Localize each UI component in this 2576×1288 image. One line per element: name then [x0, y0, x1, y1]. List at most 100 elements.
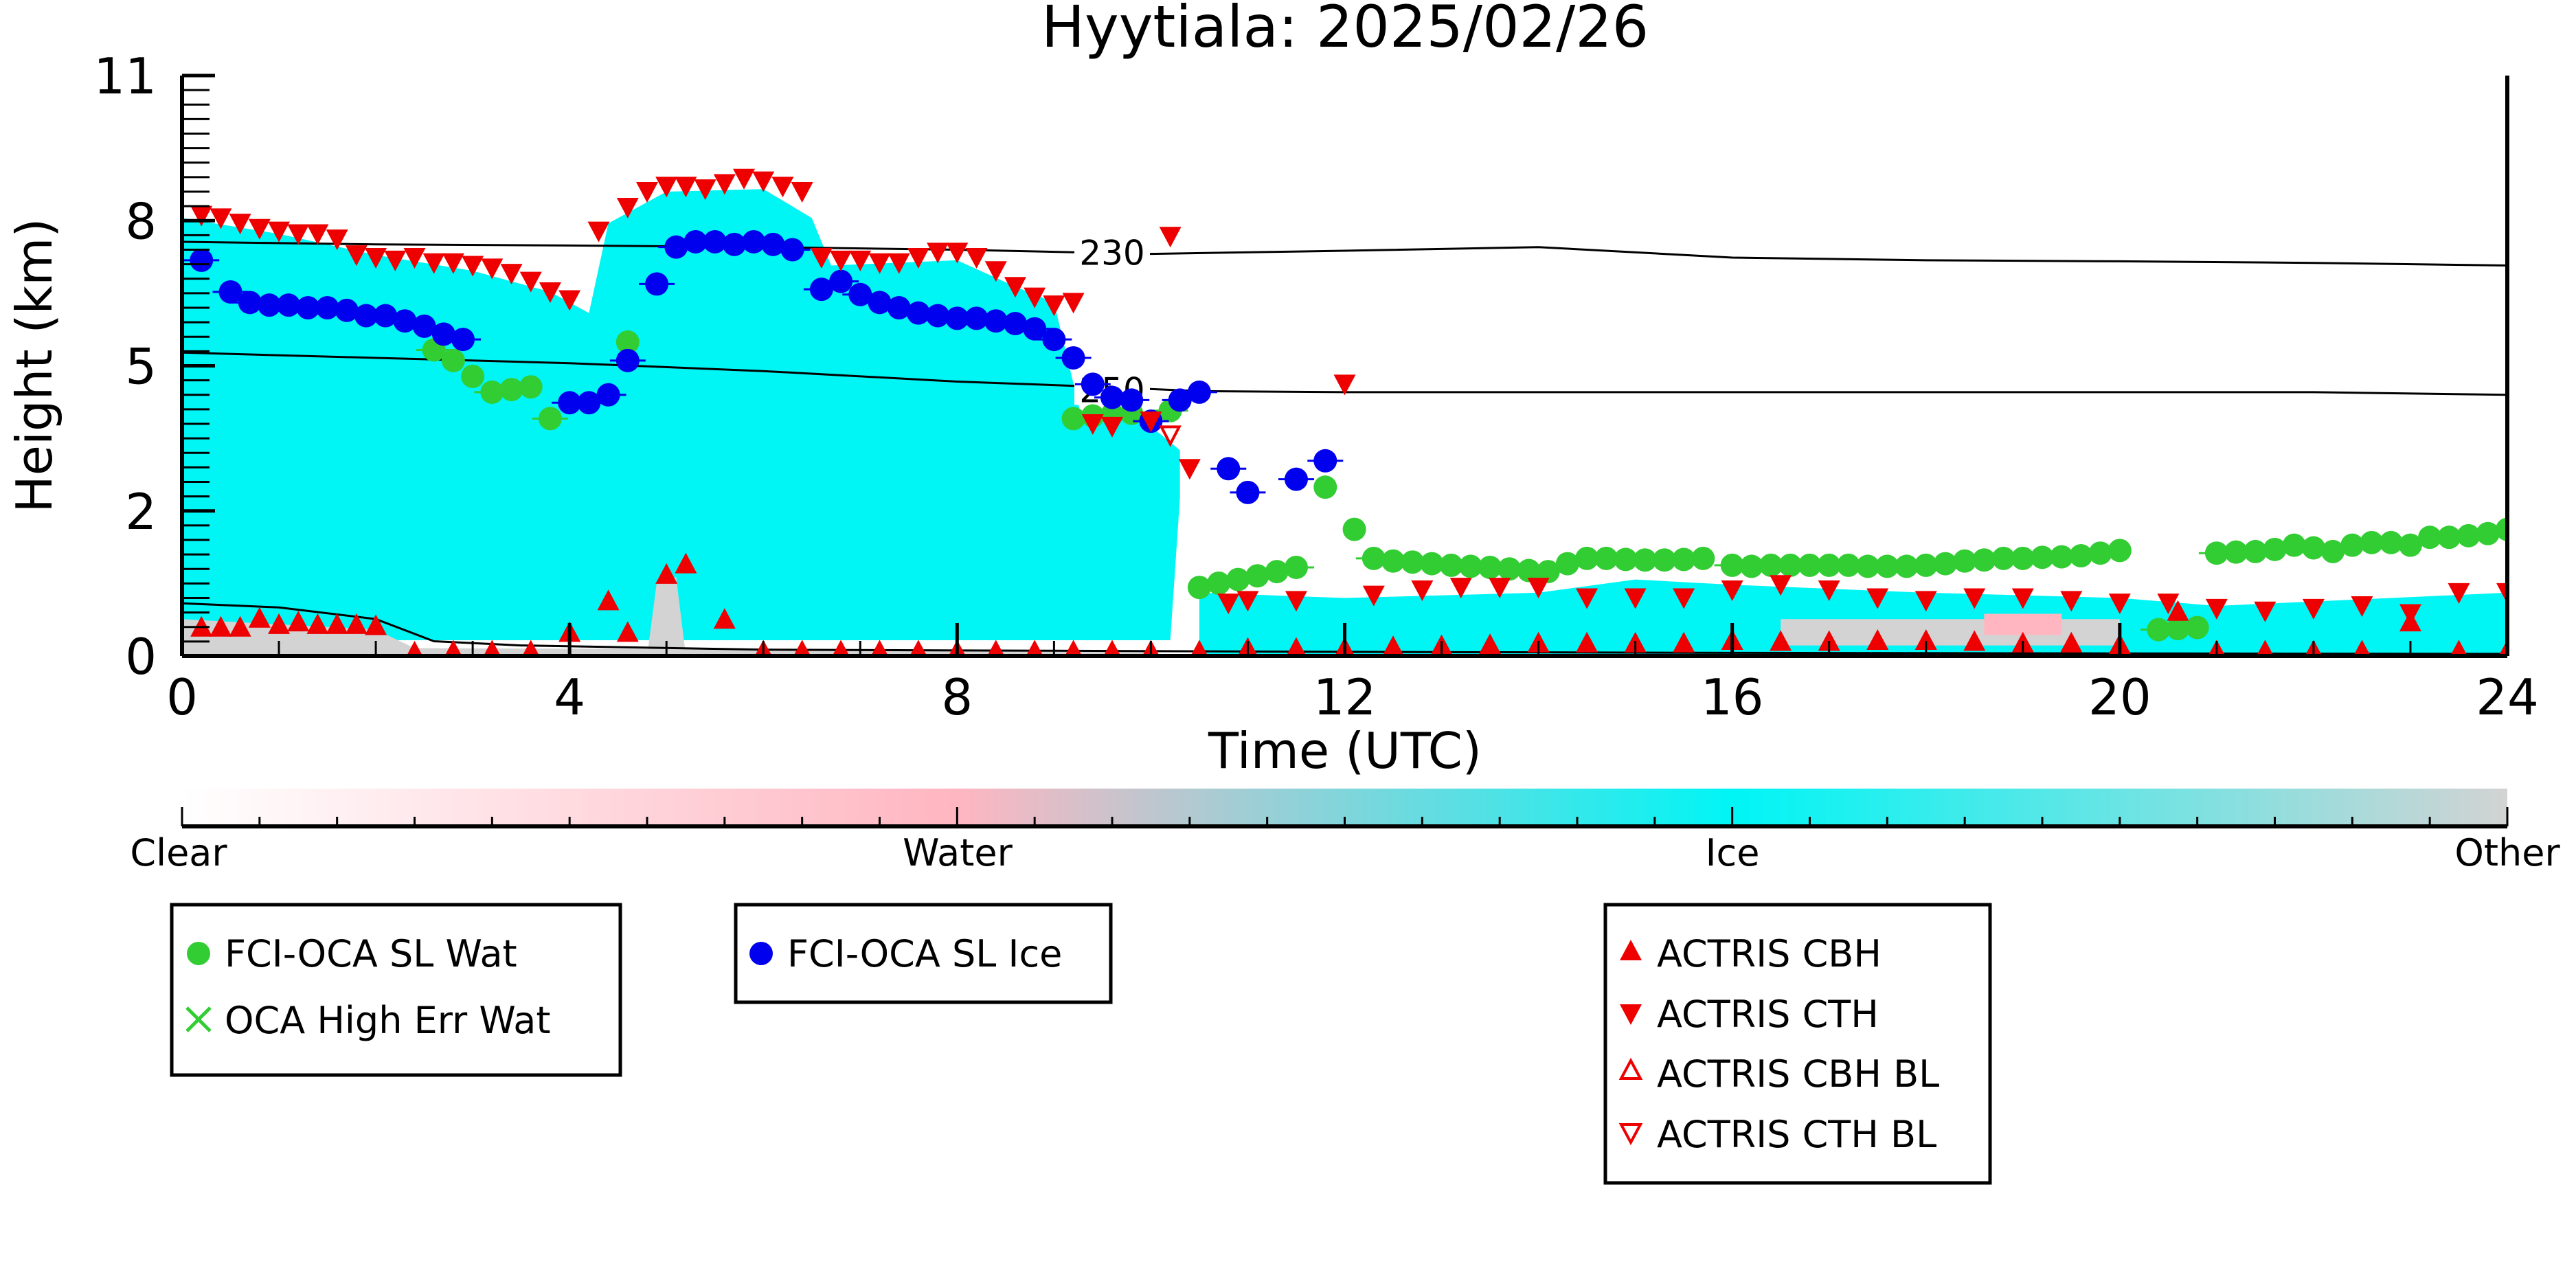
marker-actris-cbh-28 [1064, 640, 1083, 656]
marker-fci-oca-sl-wat-72 [2379, 530, 2403, 554]
marker-fci-oca-sl-wat-32 [1575, 546, 1599, 570]
marker-fci-oca-sl-wat-13 [1187, 576, 1211, 600]
marker-actris-cbh-43 [1770, 630, 1792, 651]
marker-actris-cbh-11 [444, 640, 462, 656]
marker-actris-cth-51 [1236, 591, 1259, 612]
x-ticks: 0 4 8 12 16 20 24 [166, 623, 2539, 726]
marker-actris-cth-5 [287, 224, 310, 245]
legend-marker-fci-oca-sl-ice [749, 942, 773, 965]
marker-fci-oca-sl-wat-73 [2398, 533, 2422, 557]
marker-fci-oca-sl-ice-48 [1284, 467, 1308, 491]
marker-actris-cth-58 [1527, 578, 1550, 599]
marker-fci-oca-sl-wat-15 [1226, 567, 1250, 591]
marker-fci-oca-sl-ice-33 [945, 306, 969, 330]
marker-actris-cth-71 [2157, 594, 2180, 615]
marker-fci-oca-sl-wat-34 [1614, 547, 1638, 572]
legend-label-actris-cth-bl: ACTRIS CTH BL [1657, 1113, 1936, 1156]
marker-actris-cth-53 [1333, 374, 1356, 396]
marker-fci-oca-sl-wat-56 [2050, 545, 2074, 569]
marker-actris-cth-52 [1285, 591, 1307, 612]
marker-actris-cth-45 [1081, 414, 1104, 435]
marker-fci-oca-sl-wat-23 [1401, 550, 1425, 574]
marker-fci-oca-sl-ice-18 [645, 272, 669, 296]
marker-fci-oca-sl-wat-49 [1914, 553, 1938, 577]
marker-actris-cbh-33 [1286, 637, 1307, 656]
legend-water-box [170, 903, 622, 1077]
marker-actris-cth-75 [2351, 596, 2373, 618]
marker-fci-oca-sl-ice-3 [257, 293, 281, 317]
marker-fci-oca-sl-wat-39 [1720, 553, 1744, 577]
marker-fci-oca-sl-wat-67 [2282, 533, 2306, 557]
marker-fci-oca-sl-wat-25 [1439, 553, 1463, 577]
x-tick-label-4: 4 [554, 668, 585, 726]
marker-fci-oca-sl-wat-6 [538, 407, 562, 431]
marker-fci-oca-sl-ice-42 [1120, 388, 1144, 412]
marker-fci-oca-sl-ice-23 [742, 229, 766, 253]
marker-actris-cbh-19 [713, 608, 736, 629]
marker-actris-cth-27 [733, 168, 756, 190]
marker-actris-cbh-39 [1576, 631, 1598, 653]
marker-actris-cth-26 [713, 174, 736, 195]
legend-marker-oca-high-err-wat [185, 1006, 212, 1032]
marker-fci-oca-sl-wat-7 [615, 330, 640, 354]
marker-fci-oca-sl-wat-22 [1381, 549, 1405, 573]
marker-actris-cth-59 [1576, 588, 1598, 609]
marker-fci-oca-sl-wat-41 [1759, 553, 1783, 577]
marker-fci-oca-sl-wat-24 [1420, 552, 1444, 576]
marker-actris-cth-22 [636, 182, 658, 203]
marker-fci-oca-sl-wat-2 [461, 364, 485, 388]
colorbar-label-ice: Ice [1706, 831, 1760, 874]
marker-actris-cbh-22 [832, 640, 850, 656]
marker-fci-oca-sl-ice-38 [1042, 328, 1066, 352]
marker-fci-oca-sl-wat-57 [2069, 544, 2093, 568]
marker-fci-oca-sl-ice-21 [703, 229, 727, 253]
legend-marker-actris-cth [1620, 1004, 1642, 1025]
marker-fci-oca-sl-wat-65 [2244, 539, 2268, 563]
marker-fci-oca-sl-wat-64 [2224, 540, 2248, 564]
marker-actris-cth-39 [965, 248, 988, 269]
marker-actris-cth-32 [830, 250, 852, 271]
marker-actris-cth-46 [1101, 416, 1123, 438]
marker-actris-cth-12 [422, 253, 445, 274]
marker-fci-oca-sl-wat-8 [1061, 407, 1085, 431]
marker-fci-oca-sl-wat-69 [2321, 539, 2345, 563]
y-ticks: 0 2 5 8 11 [93, 47, 215, 686]
marker-actris-cth-50 [1217, 594, 1240, 615]
marker-actris-cth-35 [888, 253, 910, 274]
marker-actris-cbh-44 [1818, 630, 1840, 651]
legend-marker-actris-cth-bl [1618, 1123, 1643, 1146]
legend-ice: FCI-OCA SL Ice [734, 903, 1113, 1004]
marker-fci-oca-sl-ice-5 [296, 296, 320, 319]
marker-actris-cth-0 [190, 205, 213, 227]
marker-actris-cth-74 [2302, 598, 2325, 620]
marker-actris-cbh-21 [793, 640, 811, 656]
marker-actris-cth-bl-0 [1159, 425, 1182, 447]
marker-actris-cth-37 [927, 242, 949, 264]
marker-actris-cth-56 [1449, 578, 1472, 599]
marker-fci-oca-sl-wat-14 [1207, 571, 1231, 595]
marker-actris-cth-14 [462, 256, 484, 277]
marker-fci-oca-sl-wat-29 [1517, 558, 1541, 583]
contour-line-1 [182, 351, 2507, 396]
y-tick-label-4: 11 [93, 47, 157, 105]
marker-actris-cbh-17 [655, 563, 678, 584]
chart-title: Hyytiala: 2025/02/26 [1041, 0, 1649, 60]
marker-actris-cbh-8 [345, 613, 368, 634]
marker-actris-cbh-5 [287, 611, 310, 632]
marker-fci-oca-sl-wat-5 [519, 375, 543, 399]
x-axis-label: Time (UTC) [1208, 722, 1482, 780]
marker-fci-oca-sl-wat-61 [2166, 617, 2190, 641]
marker-fci-oca-sl-wat-76 [2456, 523, 2481, 547]
marker-fci-oca-sl-wat-78 [2496, 517, 2507, 541]
marker-fci-oca-sl-ice-8 [354, 304, 378, 328]
marker-fci-oca-sl-wat-60 [2147, 618, 2171, 642]
marker-actris-cth-41 [1004, 277, 1026, 298]
marker-actris-cbh-37 [1479, 633, 1502, 655]
marker-actris-cbh-35 [1382, 635, 1404, 656]
marker-fci-oca-sl-ice-6 [315, 296, 339, 319]
marker-fci-oca-sl-wat-28 [1498, 557, 1522, 581]
marker-fci-oca-sl-wat-75 [2437, 526, 2461, 550]
marker-actris-cbh-55 [2353, 640, 2371, 656]
marker-actris-cth-9 [365, 248, 387, 269]
marker-actris-cbh-27 [1026, 640, 1043, 656]
